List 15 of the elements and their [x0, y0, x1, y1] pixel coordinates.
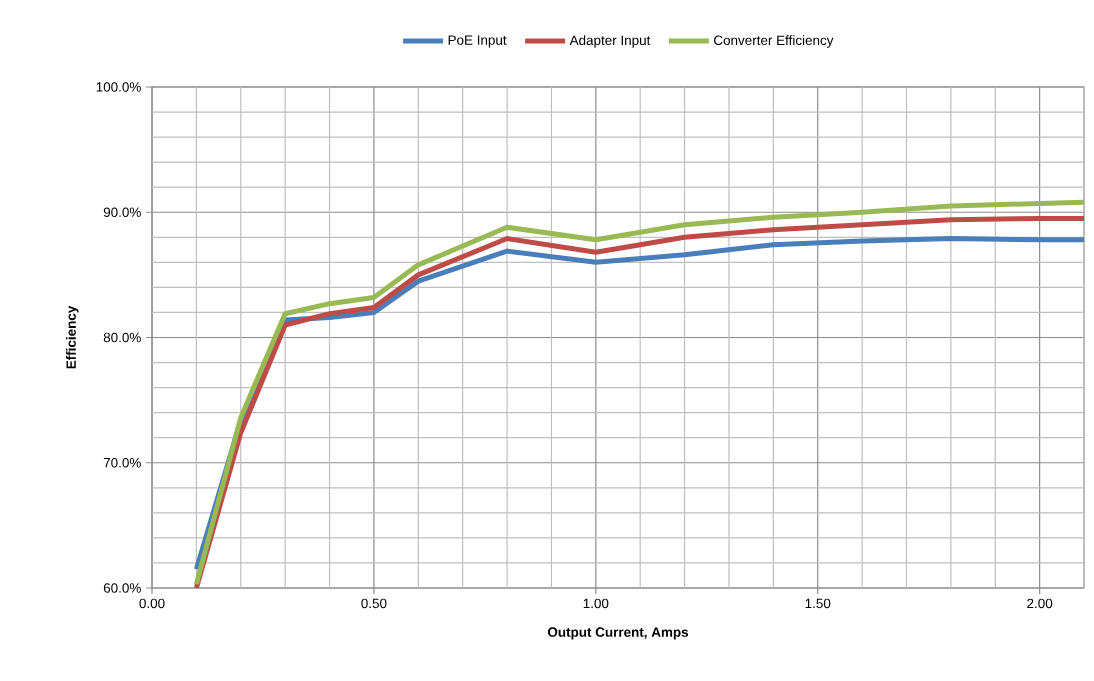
legend-label: PoE Input [448, 35, 507, 48]
y-tick-label: 60.0% [103, 583, 141, 593]
x-tick-label: 2.00 [1027, 598, 1053, 609]
y-tick-label: 80.0% [103, 332, 141, 343]
legend-label: Converter Efficiency [714, 35, 834, 48]
y-tick-label: 100.0% [96, 82, 141, 92]
y-axis-title: Efficiency [66, 305, 79, 369]
x-tick-label: 1.00 [583, 598, 609, 609]
y-tick-label: 70.0% [103, 457, 141, 468]
x-tick-label: 1.50 [805, 598, 831, 609]
x-tick-label: 0.00 [139, 598, 165, 609]
legend-label: Adapter Input [569, 35, 651, 48]
y-tick-label: 90.0% [103, 207, 141, 217]
x-axis-title: Output Current, Amps [547, 627, 689, 640]
x-tick-label: 0.50 [361, 598, 387, 609]
